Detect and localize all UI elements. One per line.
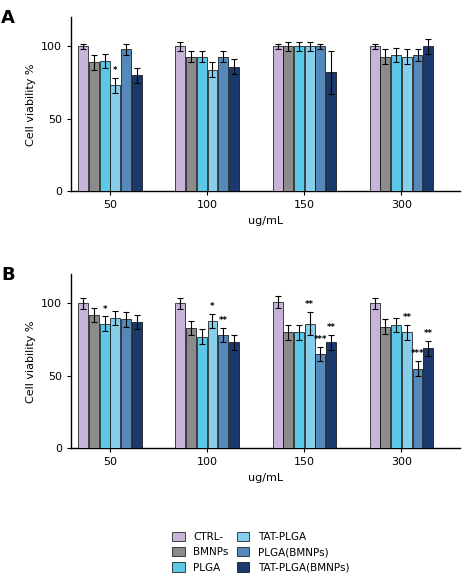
Bar <box>89 315 99 448</box>
Text: **: ** <box>424 329 433 338</box>
Bar <box>315 354 325 448</box>
X-axis label: ug/mL: ug/mL <box>248 473 283 482</box>
Bar <box>175 303 185 448</box>
Bar <box>89 62 99 191</box>
Bar <box>273 47 283 191</box>
Text: *: * <box>210 301 215 311</box>
Bar <box>229 67 239 191</box>
Y-axis label: Cell viability %: Cell viability % <box>26 63 36 146</box>
Bar <box>197 337 207 448</box>
Text: **: ** <box>402 313 411 322</box>
Text: *: * <box>113 66 118 75</box>
Bar <box>391 325 401 448</box>
Bar <box>100 61 109 191</box>
Y-axis label: Cell viability %: Cell viability % <box>26 320 36 403</box>
Bar <box>283 332 293 448</box>
Bar <box>305 47 315 191</box>
Bar <box>326 72 336 191</box>
Bar <box>370 303 380 448</box>
Bar <box>423 348 433 448</box>
Text: *: * <box>102 304 107 314</box>
Bar <box>305 324 315 448</box>
Bar <box>121 49 131 191</box>
Bar <box>412 368 422 448</box>
Bar <box>381 327 391 448</box>
Bar <box>229 342 239 448</box>
Bar <box>294 47 304 191</box>
Text: **: ** <box>219 316 228 325</box>
Bar <box>273 302 283 448</box>
Bar <box>100 324 109 448</box>
Bar <box>186 56 196 191</box>
Bar <box>132 75 142 191</box>
Bar <box>391 55 401 191</box>
Text: **: ** <box>305 300 314 309</box>
Bar <box>197 56 207 191</box>
Bar <box>186 328 196 448</box>
Bar <box>78 47 88 191</box>
Text: B: B <box>1 266 15 284</box>
Bar <box>326 342 336 448</box>
Bar <box>78 303 88 448</box>
Bar <box>402 332 412 448</box>
Bar <box>283 47 293 191</box>
Bar <box>412 55 422 191</box>
Bar <box>294 332 304 448</box>
Text: **: ** <box>327 324 336 332</box>
Bar <box>315 47 325 191</box>
Bar <box>208 321 218 448</box>
Text: A: A <box>1 9 15 27</box>
Bar <box>423 47 433 191</box>
Bar <box>132 322 142 448</box>
Bar <box>175 47 185 191</box>
X-axis label: ug/mL: ug/mL <box>248 216 283 226</box>
Bar <box>381 56 391 191</box>
Bar <box>370 47 380 191</box>
Bar <box>402 56 412 191</box>
Bar <box>218 56 228 191</box>
Bar <box>208 70 218 191</box>
Bar <box>121 320 131 448</box>
Text: ***: *** <box>411 349 424 359</box>
Legend: CTRL-, BMNPs, PLGA, TAT-PLGA, PLGA(BMNPs), TAT-PLGA(BMNPs): CTRL-, BMNPs, PLGA, TAT-PLGA, PLGA(BMNPs… <box>168 527 353 577</box>
Bar <box>110 318 120 448</box>
Bar <box>110 86 120 191</box>
Text: ***: *** <box>314 335 327 344</box>
Bar <box>218 335 228 448</box>
